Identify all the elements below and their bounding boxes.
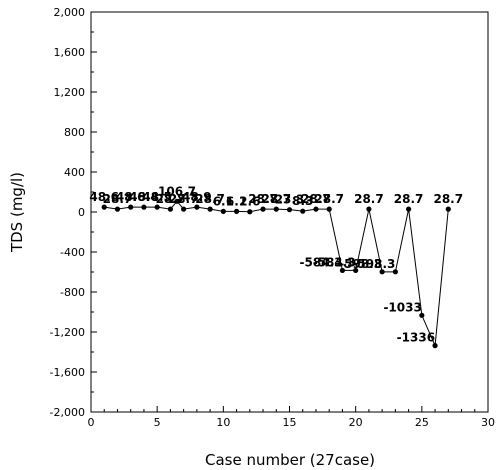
data-point — [445, 206, 451, 212]
x-tick-label: 15 — [283, 416, 297, 429]
data-point — [286, 207, 293, 213]
x-tick-label: 10 — [216, 416, 230, 429]
y-tick-label: 1,200 — [54, 86, 86, 99]
axis-ticks — [90, 11, 489, 413]
data-label: -584.3 — [313, 255, 356, 269]
data-labels: 48.628.748.648.448.528.7106.728.748.928.… — [89, 184, 463, 344]
data-point — [194, 204, 200, 210]
data-point — [128, 204, 134, 210]
data-label: 28.7 — [354, 192, 384, 206]
series-line — [104, 200, 449, 348]
y-tick-label: -400 — [60, 246, 85, 259]
data-label: 28.7 — [248, 192, 278, 206]
data-label: 28.7 — [169, 192, 199, 206]
y-tick-label: -2,000 — [50, 406, 85, 419]
data-label: 48.6 — [89, 190, 119, 204]
data-points — [101, 198, 451, 349]
data-point — [174, 198, 180, 204]
data-point — [114, 206, 121, 212]
x-axis-title: Case number (27case) — [205, 451, 375, 469]
data-point — [154, 204, 160, 210]
y-axis-title: TDS (mg/l) — [8, 172, 26, 253]
data-label: -584.3 — [299, 255, 342, 269]
data-label: 28.7 — [433, 192, 463, 206]
data-point — [353, 267, 359, 274]
data-label: 28.7 — [314, 192, 344, 206]
x-tick-label: 30 — [481, 416, 495, 429]
data-label: -598.3 — [339, 257, 382, 271]
data-label: -1033 — [383, 300, 421, 314]
data-point — [260, 206, 266, 212]
x-tick-label: 25 — [415, 416, 429, 429]
data-label: 28.7 — [394, 192, 424, 206]
y-tick-label: 2,000 — [54, 6, 86, 19]
y-tick-label: 400 — [64, 166, 85, 179]
data-point — [313, 206, 319, 212]
data-point — [101, 204, 107, 210]
data-label: -1336 — [397, 331, 435, 345]
x-tick-label: 5 — [154, 416, 161, 429]
x-tick-label: 0 — [88, 416, 95, 429]
y-tick-label: 1,600 — [54, 46, 86, 59]
data-point — [366, 206, 372, 212]
data-label: 106.7 — [158, 184, 196, 198]
data-label: 28.7 — [156, 192, 186, 206]
data-label: 28.7 — [103, 192, 133, 206]
data-label: 6.1 — [226, 194, 247, 208]
data-point — [220, 208, 226, 214]
data-point — [207, 206, 213, 212]
data-point — [181, 206, 187, 212]
y-tick-label: -800 — [60, 286, 85, 299]
data-label: 2.6 — [239, 195, 260, 209]
data-point — [432, 343, 438, 349]
data-label: 28.7 — [261, 192, 291, 206]
x-tick-label: 20 — [349, 416, 363, 429]
y-tick-label: -1,200 — [50, 326, 85, 339]
data-label: 48.5 — [142, 190, 172, 204]
data-label: -598.3 — [352, 257, 395, 271]
data-point — [379, 269, 385, 275]
data-point — [326, 206, 332, 212]
data-point — [406, 206, 412, 212]
data-point — [167, 206, 173, 212]
data-point — [273, 206, 279, 212]
y-tick-label: -1,600 — [50, 366, 85, 379]
data-label: 23.3 — [275, 193, 305, 207]
data-point — [392, 269, 398, 275]
data-label: 28.7 — [195, 192, 225, 206]
data-point — [300, 208, 306, 214]
data-point — [141, 204, 147, 210]
axis-tick-labels: 0 5 10 15 20 25 30-2,000-1,600-1,200-800-40004… — [50, 6, 495, 429]
data-label: 28.7 — [301, 192, 331, 206]
data-point — [339, 267, 346, 274]
data-label: 48.9 — [182, 190, 212, 204]
data-point — [247, 209, 253, 215]
y-tick-label: 800 — [64, 126, 85, 139]
y-tick-label: 0 — [78, 206, 85, 219]
data-label: 48.4 — [129, 190, 159, 204]
data-label: 6.1 — [213, 194, 234, 208]
data-label: 48.6 — [116, 190, 146, 204]
data-point — [419, 312, 425, 318]
data-label: 8.3 — [292, 194, 313, 208]
data-point — [233, 208, 240, 214]
